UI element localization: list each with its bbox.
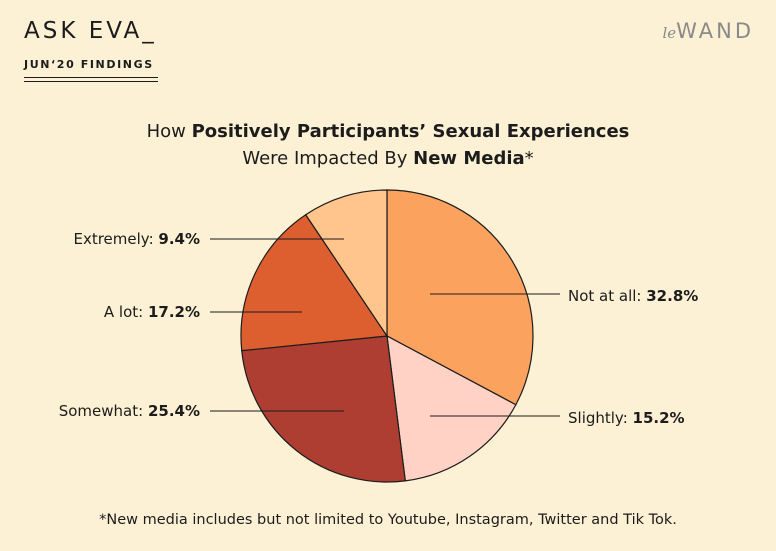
svg-text:Slightly: 15.2%: Slightly: 15.2% <box>568 409 685 427</box>
chart-title: How Positively Participants’ Sexual Expe… <box>0 118 776 172</box>
title-line2-asterisk: * <box>524 148 534 169</box>
slice-label-slightly: Slightly: 15.2% <box>568 409 685 427</box>
subtitle-block: JUN‘20 FINDINGS <box>24 58 158 82</box>
logo: leWAND <box>662 19 754 43</box>
pie-slice-slightly <box>386 334 517 482</box>
logo-prefix: le <box>662 24 677 42</box>
pie-slice-somewhat <box>241 335 406 483</box>
slice-label-somewhat: Somewhat: 25.4% <box>59 402 200 420</box>
slice-label-name: Extremely: <box>73 230 158 248</box>
slice-label-value: 15.2% <box>633 409 685 427</box>
title-line2-bold: New Media <box>413 148 525 169</box>
logo-name: WAND <box>676 19 754 43</box>
svg-text:A lot: 17.2%: A lot: 17.2% <box>104 303 200 321</box>
title-line1-bold: Positively Participants’ Sexual Experien… <box>191 121 630 142</box>
slice-label-value: 32.8% <box>646 287 698 305</box>
slice-label-not-at-all: Not at all: 32.8% <box>568 287 698 305</box>
slice-label-name: Slightly: <box>568 409 633 427</box>
slice-label-value: 25.4% <box>148 402 200 420</box>
subtitle-underline <box>24 81 158 82</box>
svg-text:Extremely: 9.4%: Extremely: 9.4% <box>73 230 200 248</box>
slice-label-name: Not at all: <box>568 287 646 305</box>
slice-label-name: A lot: <box>104 303 148 321</box>
pie-slice-a-lot <box>240 213 389 352</box>
pie-slice-not-at-all <box>386 189 534 406</box>
svg-text:Somewhat: 25.4%: Somewhat: 25.4% <box>59 402 200 420</box>
chart-title-line2: Were Impacted By New Media* <box>0 145 776 172</box>
slice-label-name: Somewhat: <box>59 402 148 420</box>
brand-title: ASK EVA_ <box>24 18 157 44</box>
pie-slice-extremely <box>304 189 388 338</box>
subtitle: JUN‘20 FINDINGS <box>24 58 158 78</box>
title-line1-text: How <box>146 121 192 142</box>
chart-title-line1: How Positively Participants’ Sexual Expe… <box>0 118 776 145</box>
slice-label-value: 9.4% <box>158 230 200 248</box>
slice-label-extremely: Extremely: 9.4% <box>73 230 200 248</box>
footnote: *New media includes but not limited to Y… <box>99 512 677 528</box>
svg-text:Not at all: 32.8%: Not at all: 32.8% <box>568 287 698 305</box>
title-line2-text: Were Impacted By <box>242 148 414 169</box>
slice-label-value: 17.2% <box>148 303 200 321</box>
slice-label-a-lot: A lot: 17.2% <box>104 303 200 321</box>
